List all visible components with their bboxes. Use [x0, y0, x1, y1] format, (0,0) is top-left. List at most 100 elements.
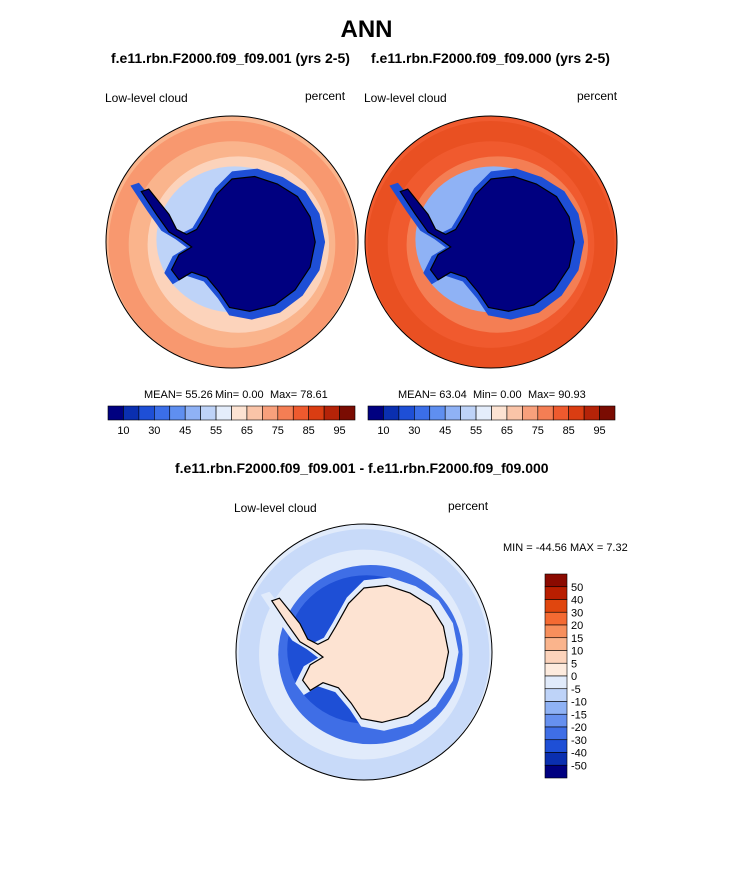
diff-colorbar-tick-label: 0 [571, 671, 577, 683]
diff-colorbar-box [544, 726, 568, 741]
right-colorbar-box [367, 405, 384, 421]
left-colorbar-box [107, 405, 124, 421]
difference-polar-map [235, 523, 493, 781]
diff-colorbar-box [544, 650, 568, 664]
left-polar-map [105, 115, 359, 369]
right-map-border [364, 115, 618, 369]
right-colorbar-box [599, 405, 616, 421]
right-colorbar-box [552, 405, 569, 421]
right-colorbar-box [491, 405, 508, 421]
right-max-stat: Max= 90.93 [528, 389, 586, 401]
left-colorbar-box [339, 405, 356, 421]
left-colorbar-box [277, 405, 294, 421]
diff-colorbar-box [544, 637, 568, 651]
right-colorbar-box [383, 405, 400, 421]
right-continent-field [400, 176, 575, 312]
right-colorbar-tick-label: 75 [532, 425, 544, 437]
left-colorbar-tick-label: 55 [210, 425, 222, 437]
left-colorbar-tick-label: 75 [272, 425, 284, 437]
diff-colorbar-box [544, 599, 568, 613]
left-map-border [105, 115, 359, 369]
right-mean-stat: MEAN= 63.04 [398, 389, 467, 401]
diff-continent-field [271, 585, 449, 723]
left-colorbar-box [184, 405, 201, 421]
diff-map-border [235, 523, 493, 781]
left-outer-band [108, 121, 356, 368]
left-colorbar-tick-label: 95 [333, 425, 345, 437]
right-colorbar-box [537, 405, 554, 421]
diff-colorbar-box [544, 701, 568, 715]
right-panel-title: f.e11.rbn.F2000.f09_f09.000 (yrs 2-5) [371, 50, 610, 66]
left-colorbar-tick-label: 85 [303, 425, 315, 437]
diff-colorbar-tick-label: 30 [571, 607, 583, 619]
left-colorbar-box [215, 405, 232, 421]
right-units-label: percent [577, 89, 618, 103]
left-colorbar-box [246, 405, 263, 421]
left-colorbar-box [123, 405, 140, 421]
diff-colorbar-tick-label: -50 [571, 760, 587, 772]
diff-outer-band [238, 529, 490, 780]
left-units-label: percent [305, 89, 346, 103]
right-colorbar-tick-label: 10 [377, 425, 389, 437]
left-colorbar-tick-label: 45 [179, 425, 191, 437]
right-colorbar-box [429, 405, 446, 421]
right-colorbar-tick-label: 65 [501, 425, 513, 437]
diff-colorbar-tick-label: -30 [571, 735, 587, 747]
left-variable-label: Low-level cloud [105, 91, 188, 105]
diff-colorbar-box [544, 662, 568, 677]
left-continent-field [141, 176, 316, 312]
diff-colorbar-box [544, 752, 568, 766]
left-colorbar-box [200, 405, 217, 421]
left-coastline [140, 175, 316, 312]
right-colorbar-box [414, 405, 431, 421]
diff-colorbar-box [544, 586, 568, 600]
diff-colorbar-tick-label: 40 [571, 595, 583, 607]
left-colorbar-box [231, 405, 248, 421]
right-outer-band [367, 121, 615, 368]
right-colorbar-box [583, 405, 600, 421]
diff-variable-label: Low-level cloud [234, 501, 317, 515]
left-colorbar-tick-label: 10 [117, 425, 129, 437]
right-colorbar-box [444, 405, 461, 421]
right-colorbar-tick-label: 85 [563, 425, 575, 437]
left-colorbar-box [308, 405, 325, 421]
diff-colorbar-tick-label: -5 [571, 684, 581, 696]
diff-colorbar-tick-label: -20 [571, 722, 587, 734]
left-colorbar-box [154, 405, 171, 421]
left-panel-title: f.e11.rbn.F2000.f09_f09.001 (yrs 2-5) [111, 50, 350, 66]
diff-colorbar-box [544, 713, 568, 728]
right-colorbar-box [398, 405, 415, 421]
right-min-stat: Min= 0.00 [473, 389, 522, 401]
diff-colorbar-tick-label: -40 [571, 748, 587, 760]
left-colorbar-box [138, 405, 155, 421]
left-min-stat: Min= 0.00 [215, 389, 264, 401]
right-coastline [399, 175, 575, 312]
right-colorbar-tick-label: 55 [470, 425, 482, 437]
left-max-stat: Max= 78.61 [270, 389, 328, 401]
right-colorbar-box [506, 405, 523, 421]
left-colorbar-box [292, 405, 309, 421]
diff-minmax-stat: MIN = -44.56 MAX = 7.32 [503, 542, 628, 554]
right-colorbar-tick-label: 95 [593, 425, 605, 437]
diff-coastline [270, 584, 450, 724]
diff-colorbar-box [544, 764, 568, 779]
diff-colorbar-box [544, 675, 568, 690]
left-colorbar: 10 30 45 55 65 75 85 95 [107, 405, 356, 437]
left-colorbar-box [169, 405, 186, 421]
right-colorbar-tick-label: 45 [439, 425, 451, 437]
right-colorbar-box [475, 405, 492, 421]
diff-colorbar-box [544, 624, 568, 639]
right-colorbar: 10 30 45 55 65 75 85 95 [367, 405, 616, 437]
diff-colorbar-box [544, 739, 568, 753]
diff-colorbar-box [544, 611, 568, 626]
right-variable-label: Low-level cloud [364, 91, 447, 105]
left-colorbar-tick-label: 30 [148, 425, 160, 437]
left-colorbar-tick-label: 65 [241, 425, 253, 437]
diff-colorbar-tick-label: 10 [571, 646, 583, 658]
diff-colorbar-box [544, 688, 568, 702]
right-colorbar-box [568, 405, 585, 421]
diff-panel-title: f.e11.rbn.F2000.f09_f09.001 - f.e11.rbn.… [175, 460, 549, 476]
diff-colorbar-tick-label: 50 [571, 582, 583, 594]
diff-colorbar-tick-label: 5 [571, 658, 577, 670]
